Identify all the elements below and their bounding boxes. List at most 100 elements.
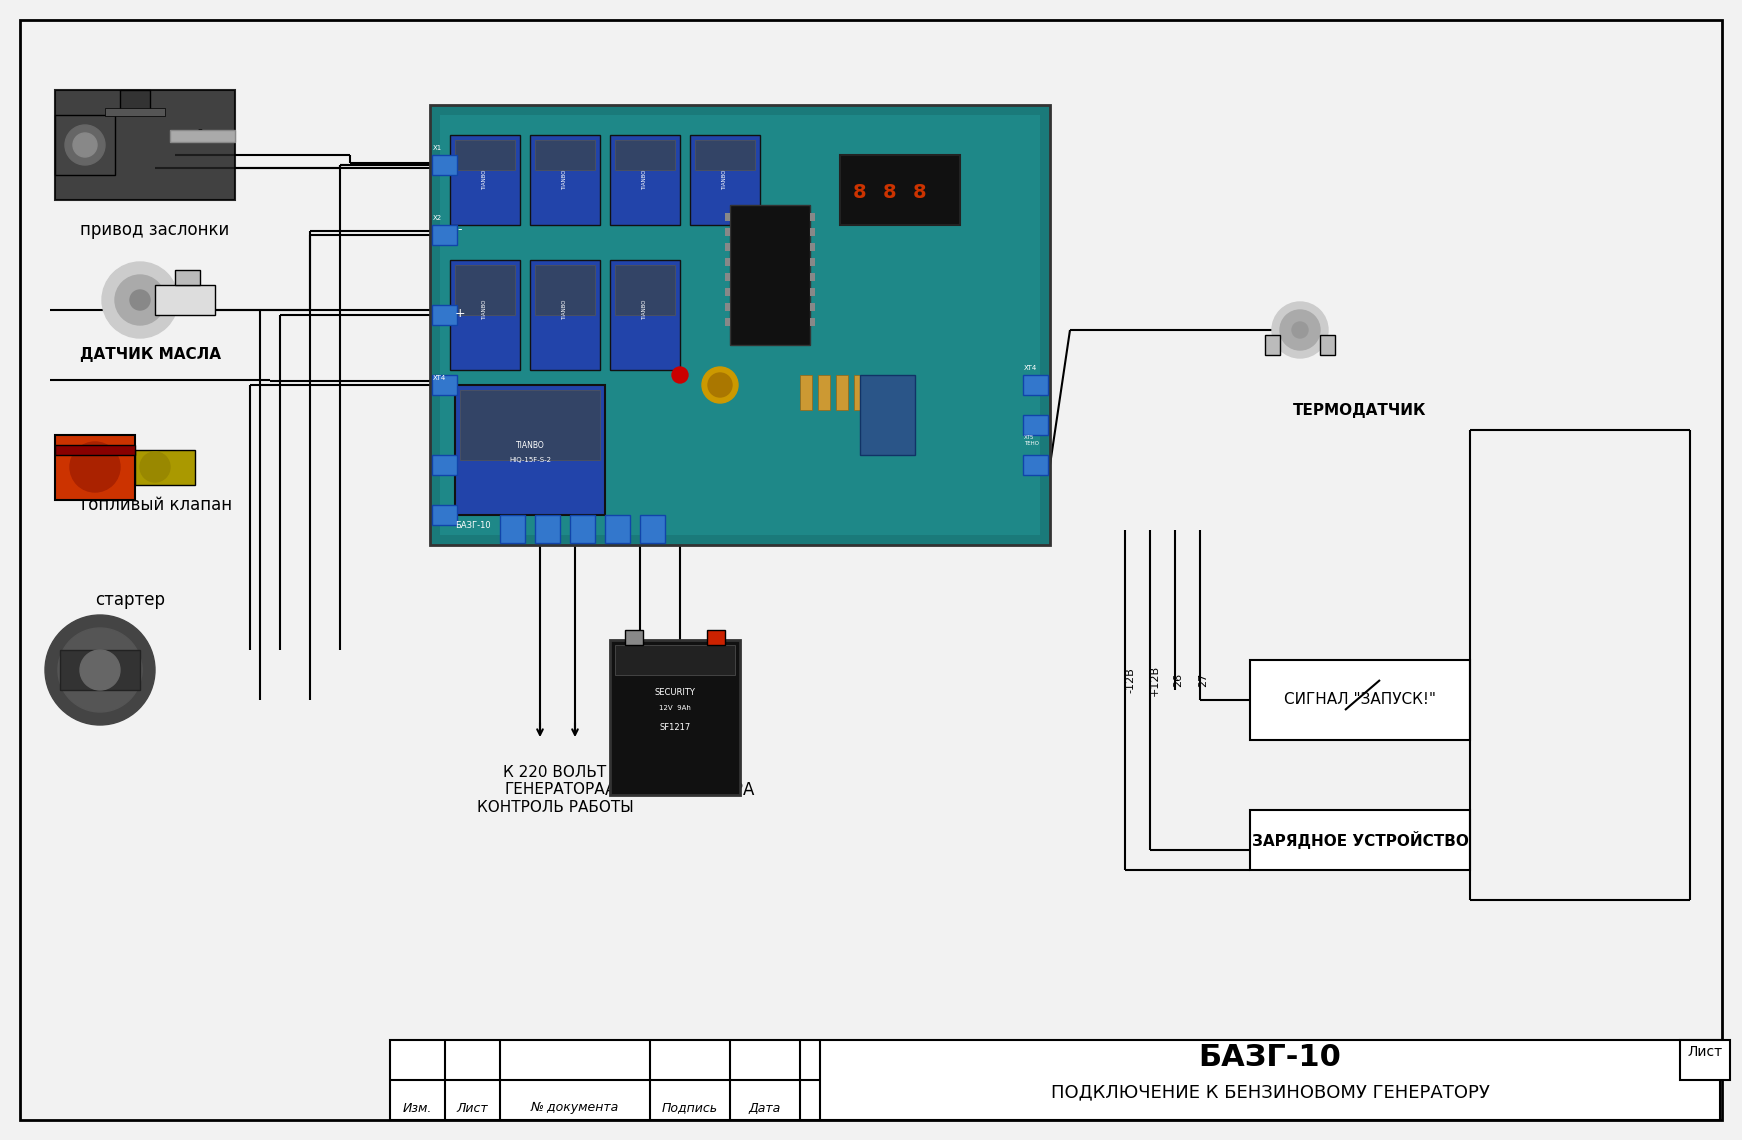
Text: TIANBO: TIANBO xyxy=(563,170,568,190)
Bar xyxy=(810,258,815,266)
Bar xyxy=(725,272,730,280)
Bar xyxy=(56,90,235,200)
Bar xyxy=(432,306,456,325)
Circle shape xyxy=(1293,321,1308,337)
Bar xyxy=(725,258,730,266)
Circle shape xyxy=(70,442,120,492)
Bar xyxy=(615,140,674,170)
Bar xyxy=(639,515,665,543)
Circle shape xyxy=(45,614,155,725)
Bar xyxy=(1251,660,1470,740)
Bar xyxy=(610,640,740,795)
Text: № документа: № документа xyxy=(531,1101,618,1115)
Bar xyxy=(1023,415,1049,435)
Text: Лист: Лист xyxy=(1688,1045,1723,1059)
Bar xyxy=(1023,455,1049,475)
Circle shape xyxy=(73,133,98,157)
Circle shape xyxy=(131,290,150,310)
Bar xyxy=(460,390,599,461)
Text: 26: 26 xyxy=(1172,673,1183,687)
Text: +12В: +12В xyxy=(672,644,683,676)
Bar xyxy=(1265,335,1280,355)
Bar xyxy=(810,288,815,296)
Text: XT4: XT4 xyxy=(1024,365,1036,370)
Text: 8: 8 xyxy=(854,184,868,203)
Bar xyxy=(171,130,235,142)
Text: БАЗГ-10: БАЗГ-10 xyxy=(1198,1043,1341,1073)
Text: X1: X1 xyxy=(434,145,442,150)
Bar xyxy=(810,272,815,280)
Text: ПОДКЛЮЧЕНИЕ К БЕНЗИНОВОМУ ГЕНЕРАТОРУ: ПОДКЛЮЧЕНИЕ К БЕНЗИНОВОМУ ГЕНЕРАТОРУ xyxy=(1050,1083,1489,1101)
Text: TIANBO: TIANBO xyxy=(516,440,544,449)
Text: БАЗГ-10: БАЗГ-10 xyxy=(455,521,491,529)
Circle shape xyxy=(80,650,120,690)
Bar xyxy=(840,155,960,225)
Bar xyxy=(1679,1040,1730,1080)
Text: +12В: +12В xyxy=(1150,665,1160,695)
Bar xyxy=(707,630,725,645)
Text: SF1217: SF1217 xyxy=(660,723,690,732)
Text: СИГНАЛ "ЗАПУСК!": СИГНАЛ "ЗАПУСК!" xyxy=(1284,692,1435,708)
Bar xyxy=(625,630,643,645)
Bar xyxy=(810,303,815,311)
Text: TIANBO: TIANBO xyxy=(723,170,728,190)
Text: SECURITY: SECURITY xyxy=(655,689,695,697)
Text: 27: 27 xyxy=(1198,673,1207,687)
Text: XT4: XT4 xyxy=(434,375,446,381)
Bar xyxy=(455,264,516,315)
Bar xyxy=(861,375,915,455)
Bar xyxy=(725,303,730,311)
Text: 12V  9Ah: 12V 9Ah xyxy=(658,705,692,711)
Bar xyxy=(500,515,524,543)
Bar xyxy=(441,115,1040,535)
Bar xyxy=(59,650,139,690)
Circle shape xyxy=(103,262,178,337)
Bar xyxy=(725,228,730,236)
Bar xyxy=(432,375,456,394)
Bar xyxy=(610,260,679,370)
Bar xyxy=(854,375,866,410)
Text: Подпись: Подпись xyxy=(662,1101,718,1115)
Text: HIQ-15F-S-2: HIQ-15F-S-2 xyxy=(509,457,550,463)
Bar xyxy=(134,450,195,484)
Text: +: + xyxy=(455,307,465,320)
Text: TIANBO: TIANBO xyxy=(483,300,488,320)
Bar xyxy=(800,375,812,410)
Bar xyxy=(836,375,848,410)
Bar xyxy=(449,260,521,370)
Bar xyxy=(56,115,115,176)
Text: Дата: Дата xyxy=(749,1101,780,1115)
Bar xyxy=(615,264,674,315)
Bar xyxy=(432,155,456,176)
Text: X2: X2 xyxy=(434,215,442,221)
Bar xyxy=(690,135,760,225)
Bar xyxy=(56,445,134,455)
Bar xyxy=(1320,335,1334,355)
Text: ЗАРЯДНОЕ УСТРОЙСТВО: ЗАРЯДНОЕ УСТРОЙСТВО xyxy=(1251,831,1469,849)
Text: Лист: Лист xyxy=(456,1101,488,1115)
Bar xyxy=(455,140,516,170)
Bar xyxy=(455,385,604,515)
Text: TIANBO: TIANBO xyxy=(563,300,568,320)
Text: TIANBO: TIANBO xyxy=(643,170,648,190)
Bar xyxy=(174,270,200,285)
Bar xyxy=(725,318,730,326)
Text: TIANBO: TIANBO xyxy=(483,170,488,190)
Text: -12В: -12В xyxy=(1125,667,1136,693)
Text: ТЕРМОДАТЧИК: ТЕРМОДАТЧИК xyxy=(1293,402,1427,417)
Bar xyxy=(449,135,521,225)
Text: -: - xyxy=(197,124,202,138)
Text: 8: 8 xyxy=(913,184,927,203)
Circle shape xyxy=(672,367,688,383)
Bar xyxy=(810,228,815,236)
Bar xyxy=(695,140,754,170)
Bar xyxy=(432,505,456,526)
Text: XT5
TEHO: XT5 TEHO xyxy=(1024,435,1038,446)
Circle shape xyxy=(57,628,143,712)
Circle shape xyxy=(1280,310,1320,350)
Bar xyxy=(535,140,596,170)
Bar xyxy=(1251,811,1470,870)
Bar xyxy=(56,435,134,500)
Bar xyxy=(432,455,456,475)
Text: привод заслонки: привод заслонки xyxy=(80,221,230,239)
